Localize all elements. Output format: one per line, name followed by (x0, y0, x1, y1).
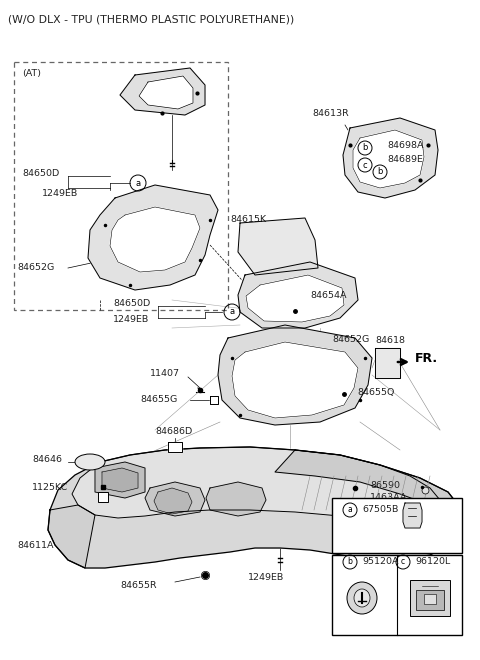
Text: 84646: 84646 (32, 455, 62, 465)
Text: 1125KC: 1125KC (32, 482, 68, 492)
Text: 84615K: 84615K (230, 215, 266, 224)
Text: 67505B: 67505B (362, 506, 398, 515)
Text: a: a (229, 308, 235, 317)
Ellipse shape (347, 582, 377, 614)
Text: 1249EB: 1249EB (248, 573, 284, 582)
Bar (98, 492, 108, 502)
Bar (14, 62, 228, 310)
Text: 1249EB: 1249EB (113, 315, 149, 325)
Ellipse shape (354, 589, 370, 607)
Text: 86590: 86590 (370, 480, 400, 490)
Text: b: b (377, 168, 383, 176)
Polygon shape (145, 482, 205, 516)
Text: 84686D: 84686D (155, 427, 192, 436)
Text: (AT): (AT) (22, 69, 41, 78)
Text: 84650D: 84650D (113, 298, 150, 308)
Polygon shape (246, 275, 344, 322)
Text: 84611A: 84611A (17, 541, 53, 550)
Text: 84650D: 84650D (22, 168, 59, 178)
Polygon shape (120, 68, 205, 115)
Polygon shape (218, 325, 372, 425)
Text: 84618: 84618 (375, 336, 405, 345)
Bar (424, 594, 436, 604)
Polygon shape (206, 482, 266, 516)
Polygon shape (375, 348, 400, 378)
Polygon shape (48, 447, 462, 568)
Polygon shape (403, 503, 422, 528)
Text: 11407: 11407 (150, 368, 180, 378)
Polygon shape (353, 130, 424, 188)
Text: 84652G: 84652G (17, 263, 54, 273)
Text: a: a (348, 506, 352, 515)
Text: 1463AA: 1463AA (370, 492, 408, 502)
Polygon shape (232, 342, 358, 418)
Text: (W/O DLX - TPU (THERMO PLASTIC POLYURETHANE)): (W/O DLX - TPU (THERMO PLASTIC POLYURETH… (8, 14, 294, 24)
Text: 95120A: 95120A (362, 558, 398, 566)
Polygon shape (154, 488, 192, 514)
Text: 84652G: 84652G (332, 335, 369, 345)
Text: b: b (348, 558, 352, 566)
Polygon shape (238, 218, 318, 275)
Bar (332, 498, 462, 553)
Text: 96120L: 96120L (415, 558, 450, 566)
Text: 84613R: 84613R (312, 109, 349, 118)
Polygon shape (238, 262, 358, 328)
Text: 84654A: 84654A (310, 290, 347, 300)
Polygon shape (343, 118, 438, 198)
Text: 84689E: 84689E (387, 156, 423, 164)
Text: 84655G: 84655G (140, 395, 177, 405)
Polygon shape (168, 442, 182, 452)
Text: 84655R: 84655R (120, 581, 156, 589)
Text: b: b (362, 143, 368, 152)
Polygon shape (102, 468, 138, 492)
Polygon shape (88, 185, 218, 290)
Text: FR.: FR. (415, 352, 438, 364)
Bar (416, 590, 444, 610)
Polygon shape (110, 207, 200, 272)
Polygon shape (95, 462, 145, 498)
Text: 84698A: 84698A (387, 141, 423, 150)
Bar (410, 580, 450, 616)
Polygon shape (72, 447, 440, 520)
Ellipse shape (75, 454, 105, 470)
Bar (332, 555, 462, 635)
Polygon shape (210, 396, 218, 404)
Text: a: a (135, 178, 141, 187)
Polygon shape (48, 505, 95, 568)
Text: c: c (363, 160, 367, 170)
Text: 1249EB: 1249EB (42, 189, 78, 197)
Text: 84655Q: 84655Q (357, 387, 395, 397)
Text: c: c (401, 558, 405, 566)
Polygon shape (275, 450, 462, 515)
Polygon shape (139, 76, 193, 109)
